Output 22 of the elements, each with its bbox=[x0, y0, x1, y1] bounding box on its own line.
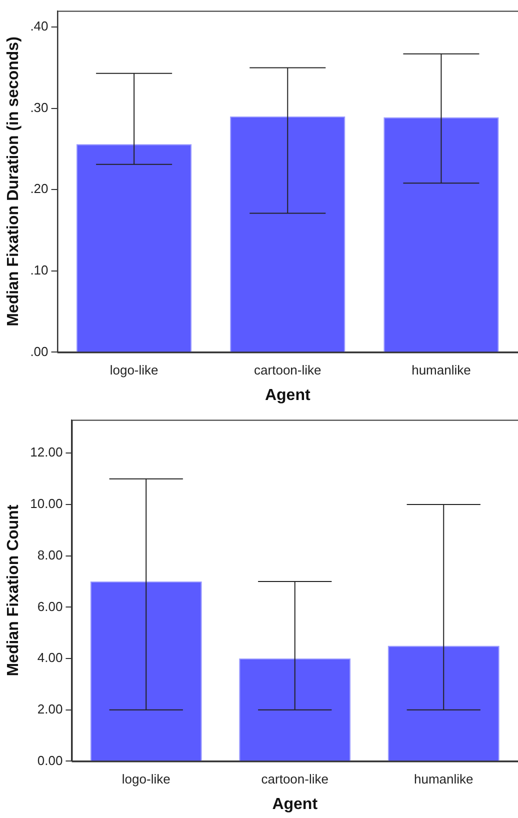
y-tick-label: 4.00 bbox=[37, 650, 63, 666]
x-axis-title: Agent bbox=[272, 796, 318, 813]
y-tick-label: .20 bbox=[30, 181, 48, 196]
y-tick-label: .30 bbox=[30, 100, 48, 115]
y-tick-label: 12.00 bbox=[30, 444, 63, 460]
y-tick-label: .00 bbox=[30, 344, 48, 359]
x-axis-title: Agent bbox=[264, 386, 311, 404]
y-axis-title: Median Fixation Count bbox=[5, 504, 22, 676]
x-tick-label: cartoon-like bbox=[254, 362, 322, 378]
y-tick-label: .40 bbox=[30, 18, 48, 34]
y-tick-label: .10 bbox=[30, 262, 48, 278]
y-tick-label: 6.00 bbox=[37, 598, 63, 614]
x-tick-label: cartoon-like bbox=[261, 772, 328, 787]
y-axis-title: Median Fixation Duration (in seconds) bbox=[5, 36, 22, 326]
x-tick-label: logo-like bbox=[122, 772, 170, 787]
x-tick-label: humanlike bbox=[414, 772, 474, 787]
y-tick-label: 2.00 bbox=[37, 701, 63, 716]
x-tick-label: humanlike bbox=[412, 362, 471, 378]
x-tick-label: logo-like bbox=[110, 362, 158, 378]
y-tick-label: 0.00 bbox=[37, 752, 63, 768]
y-tick-label: 10.00 bbox=[30, 496, 63, 512]
y-tick-label: 8.00 bbox=[37, 547, 63, 562]
